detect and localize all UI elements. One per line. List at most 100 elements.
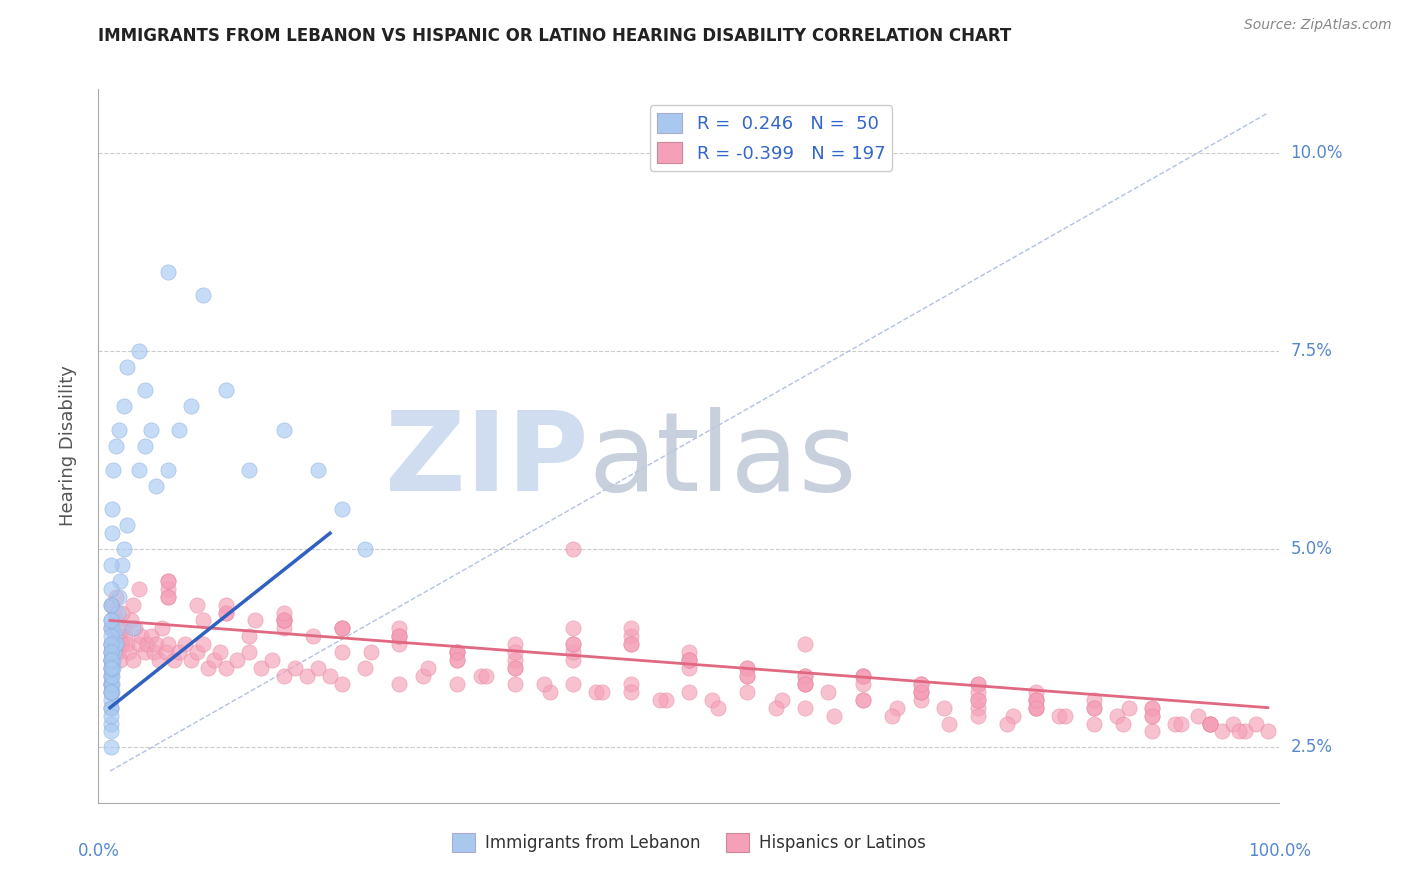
Point <box>707 700 730 714</box>
Point <box>1222 716 1244 731</box>
Point <box>1140 708 1163 723</box>
Point <box>249 661 271 675</box>
Point <box>120 614 142 628</box>
Point <box>910 685 932 699</box>
Point <box>412 669 434 683</box>
Point <box>104 439 127 453</box>
Point <box>388 629 411 643</box>
Point <box>134 645 156 659</box>
Point <box>103 463 125 477</box>
Point <box>388 629 411 643</box>
Point <box>562 677 585 691</box>
Point <box>793 677 815 691</box>
Point <box>1140 724 1163 739</box>
Point <box>503 645 526 659</box>
Text: 100.0%: 100.0% <box>1249 842 1310 860</box>
Point <box>562 542 585 557</box>
Point <box>100 661 122 675</box>
Point <box>191 288 214 302</box>
Point <box>330 621 353 635</box>
Point <box>100 661 122 675</box>
Point <box>562 637 585 651</box>
Point <box>1246 716 1268 731</box>
Point <box>104 590 127 604</box>
Text: ZIP: ZIP <box>385 407 589 514</box>
Point <box>700 692 723 706</box>
Point <box>100 740 122 755</box>
Point <box>817 685 839 699</box>
Point <box>103 645 125 659</box>
Point <box>100 637 122 651</box>
Point <box>1083 700 1105 714</box>
Point <box>215 661 238 675</box>
Point <box>793 677 815 691</box>
Point <box>104 637 127 651</box>
Point <box>117 637 139 651</box>
Point <box>1164 716 1187 731</box>
Point <box>967 692 990 706</box>
Point <box>880 708 903 723</box>
Point <box>155 645 177 659</box>
Point <box>156 574 179 588</box>
Point <box>620 621 643 635</box>
Point <box>104 614 127 628</box>
Point <box>446 645 468 659</box>
Point <box>156 590 179 604</box>
Point <box>134 384 156 398</box>
Text: atlas: atlas <box>589 407 858 514</box>
Point <box>307 463 329 477</box>
Point <box>967 677 990 691</box>
Point <box>1025 692 1047 706</box>
Point <box>735 685 758 699</box>
Point <box>503 661 526 675</box>
Point <box>910 685 932 699</box>
Point <box>967 708 990 723</box>
Point <box>100 629 122 643</box>
Point <box>139 629 162 643</box>
Point <box>1140 700 1163 714</box>
Point <box>100 724 122 739</box>
Point <box>103 621 125 635</box>
Point <box>238 629 260 643</box>
Point <box>208 645 231 659</box>
Point <box>852 669 875 683</box>
Text: IMMIGRANTS FROM LEBANON VS HISPANIC OR LATINO HEARING DISABILITY CORRELATION CHA: IMMIGRANTS FROM LEBANON VS HISPANIC OR L… <box>98 27 1012 45</box>
Point <box>1107 708 1129 723</box>
Point <box>100 614 122 628</box>
Point <box>735 669 758 683</box>
Point <box>128 343 150 358</box>
Point <box>191 637 214 651</box>
Point <box>388 621 411 635</box>
Point <box>273 621 295 635</box>
Point <box>735 669 758 683</box>
Point <box>938 716 960 731</box>
Point <box>330 645 353 659</box>
Point <box>273 423 295 437</box>
Point <box>117 359 139 374</box>
Point <box>823 708 845 723</box>
Point <box>330 677 353 691</box>
Point <box>101 661 124 675</box>
Point <box>1118 700 1140 714</box>
Point <box>678 653 700 667</box>
Point <box>101 677 124 691</box>
Point <box>538 685 561 699</box>
Point <box>145 478 167 492</box>
Point <box>156 590 179 604</box>
Point <box>134 439 156 453</box>
Point <box>620 637 643 651</box>
Point <box>852 677 875 691</box>
Point <box>122 621 145 635</box>
Point <box>100 653 122 667</box>
Point <box>197 661 219 675</box>
Point <box>388 629 411 643</box>
Point <box>852 692 875 706</box>
Point <box>793 669 815 683</box>
Point <box>967 685 990 699</box>
Point <box>910 685 932 699</box>
Point <box>100 685 122 699</box>
Point <box>100 677 122 691</box>
Point <box>114 629 136 643</box>
Point <box>353 542 375 557</box>
Point <box>100 558 122 572</box>
